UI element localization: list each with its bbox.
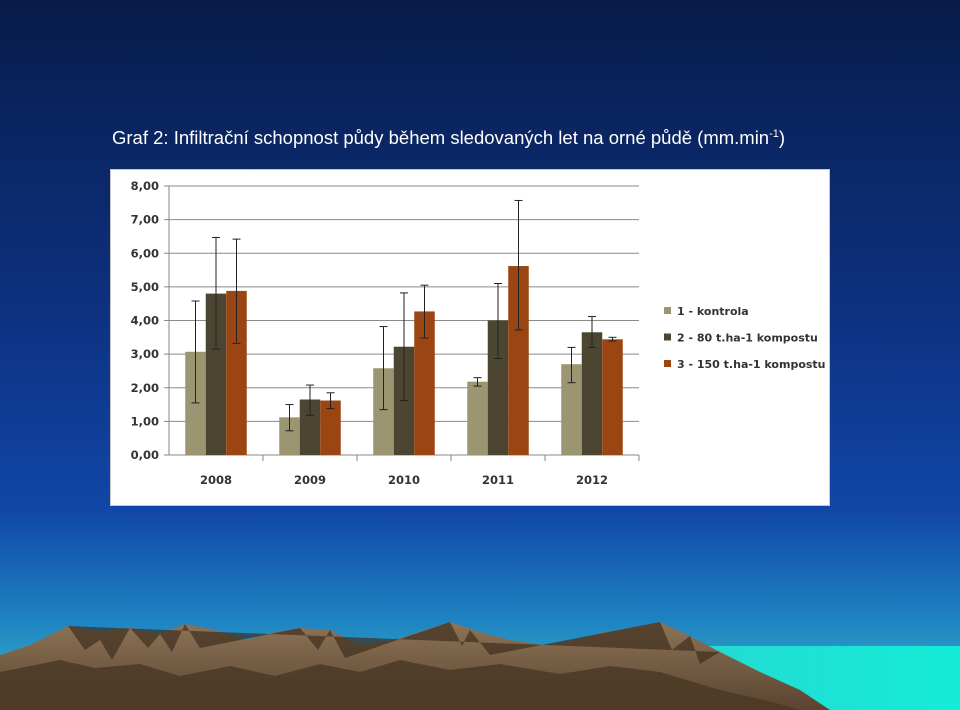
title-close: ) bbox=[778, 127, 786, 148]
y-tick-label: 6,00 bbox=[131, 246, 159, 260]
bar-chart: 0,00 1,00 2,00 3,00 4,00 5,00 6,00 7,00 8,00 2008… bbox=[131, 179, 826, 487]
bar bbox=[205, 293, 227, 455]
bar bbox=[226, 290, 247, 455]
x-tick-label: 2009 bbox=[294, 473, 326, 487]
mountain-ridge-detail bbox=[68, 622, 720, 664]
chart-panel: 0,00 1,00 2,00 3,00 4,00 5,00 6,00 7,00 8,00 2008… bbox=[110, 169, 830, 506]
x-tick-label: 2008 bbox=[200, 473, 232, 487]
y-tick-label: 1,00 bbox=[131, 414, 159, 428]
bar bbox=[561, 364, 582, 455]
legend-label: 3 - 150 t.ha-1 kompostu bbox=[677, 358, 826, 371]
bar bbox=[299, 399, 321, 455]
y-tick-label: 0,00 bbox=[131, 448, 159, 462]
title-superscript: -1 bbox=[769, 127, 779, 140]
bar bbox=[602, 339, 623, 455]
legend-label: 1 - kontrola bbox=[677, 305, 749, 318]
x-tick-label: 2011 bbox=[482, 473, 514, 487]
bar bbox=[185, 351, 206, 455]
y-tick-label: 5,00 bbox=[131, 280, 159, 294]
bar bbox=[373, 368, 394, 455]
title-text: Graf 2: Infiltrační schopnost půdy během… bbox=[112, 127, 770, 148]
legend-swatch bbox=[664, 360, 671, 367]
mountain-shadow bbox=[0, 660, 800, 710]
bar bbox=[581, 332, 603, 455]
bar bbox=[279, 417, 300, 455]
bar bbox=[414, 311, 435, 455]
bar bbox=[487, 320, 509, 455]
x-tick-label: 2010 bbox=[388, 473, 420, 487]
legend-swatch bbox=[664, 333, 671, 341]
y-tick-label: 3,00 bbox=[131, 347, 159, 361]
y-tick-label: 8,00 bbox=[131, 179, 159, 193]
bar bbox=[467, 381, 488, 455]
slide-title: Graf 2: Infiltrační schopnost půdy během… bbox=[112, 127, 932, 149]
x-tick-label: 2012 bbox=[576, 473, 608, 487]
y-tick-label: 2,00 bbox=[131, 381, 159, 395]
legend-swatch bbox=[664, 307, 671, 314]
bar bbox=[320, 400, 341, 455]
legend-label: 2 - 80 t.ha-1 kompostu bbox=[677, 332, 818, 345]
bar bbox=[508, 266, 529, 455]
y-tick-label: 4,00 bbox=[131, 314, 159, 328]
y-tick-label: 7,00 bbox=[131, 213, 159, 227]
